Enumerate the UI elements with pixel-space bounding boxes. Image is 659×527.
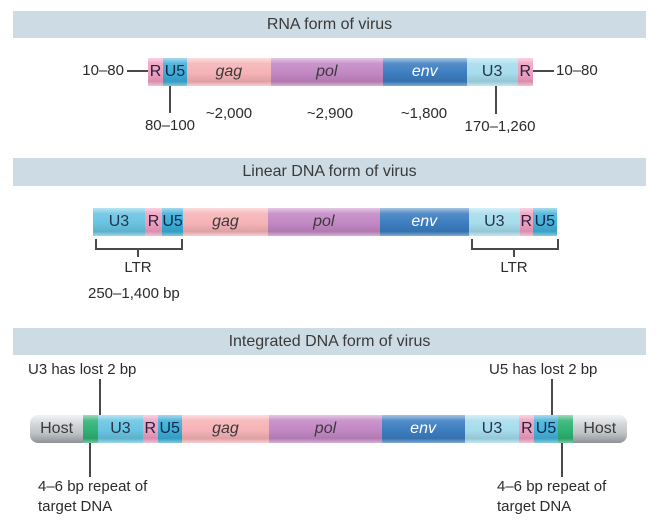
segment-u5: U5 (157, 415, 182, 443)
note-u3-lost: U3 has lost 2 bp (28, 361, 137, 378)
ltr-bracket-left-stem (137, 248, 139, 257)
segment-pol: pol (270, 58, 383, 86)
note-u5-lost: U5 has lost 2 bp (489, 361, 598, 378)
note-repeat-right: 4–6 bp repeat of target DNA (497, 478, 607, 515)
note-repeat-left: 4–6 bp repeat of target DNA (38, 478, 148, 515)
genome-bar-rna: R U5 gag pol env U3 R (148, 58, 533, 86)
leader-line-repeat-right (561, 443, 563, 477)
segment-host: Host (572, 415, 627, 443)
leader-line-u3 (495, 86, 497, 114)
leader-line-repeat-left (89, 443, 91, 477)
segment-gag: gag (182, 208, 268, 236)
leader-line-r-left (127, 70, 148, 72)
segment-env: env (382, 58, 467, 86)
segment-env: env (379, 208, 469, 236)
ltr-bracket-left (95, 239, 183, 250)
segment-pol: pol (267, 208, 380, 236)
segment-host: Host (30, 415, 84, 443)
segment-u3: U3 (93, 208, 145, 236)
segment-r: R (519, 208, 533, 236)
segment-u5: U5 (532, 208, 557, 236)
segment-r: R (519, 415, 535, 443)
segment-env: env (381, 415, 465, 443)
segment-target-repeat-right (557, 415, 573, 443)
section-header-integrated: Integrated DNA form of virus (13, 328, 646, 355)
segment-r: R (517, 58, 533, 86)
size-label-u3: 170–1,260 (464, 118, 536, 135)
segment-r: R (144, 208, 163, 236)
leader-line-r-right (533, 70, 554, 72)
size-label-r-right: 10–80 (556, 62, 598, 79)
size-label-u5: 80–100 (144, 117, 196, 134)
segment-u5: U5 (534, 415, 558, 443)
ltr-size-label: 250–1,400 bp (88, 285, 180, 302)
segment-u3: U3 (98, 415, 143, 443)
ltr-label-left: LTR (124, 259, 152, 276)
section-header-linear: Linear DNA form of virus (13, 158, 646, 186)
leader-line-u3-lost (99, 379, 101, 415)
segment-pol: pol (269, 415, 382, 443)
leader-line-u5 (169, 86, 171, 113)
ltr-bracket-right (471, 239, 559, 250)
segment-gag: gag (186, 58, 271, 86)
segment-u5: U5 (162, 208, 183, 236)
segment-r: R (148, 58, 163, 86)
segment-u3: U3 (466, 58, 518, 86)
size-label-r-left: 10–80 (82, 62, 124, 79)
ltr-bracket-right-stem (513, 248, 515, 257)
genome-bar-linear: U3 R U5 gag pol env U3 R U5 (93, 208, 557, 236)
segment-gag: gag (181, 415, 270, 443)
ltr-label-right: LTR (500, 259, 528, 276)
genome-bar-integrated: Host U3 R U5 gag pol env U3 R U5 Host (30, 415, 627, 443)
segment-target-repeat-left (83, 415, 99, 443)
segment-u3: U3 (464, 415, 520, 443)
segment-r: R (142, 415, 158, 443)
segment-u3: U3 (468, 208, 520, 236)
size-label-env: ~1,800 (400, 105, 448, 122)
segment-u5: U5 (163, 58, 187, 86)
size-label-pol: ~2,900 (306, 105, 354, 122)
leader-line-u5-lost (551, 379, 553, 415)
size-label-gag: ~2,000 (205, 105, 253, 122)
section-header-rna: RNA form of virus (13, 11, 646, 38)
